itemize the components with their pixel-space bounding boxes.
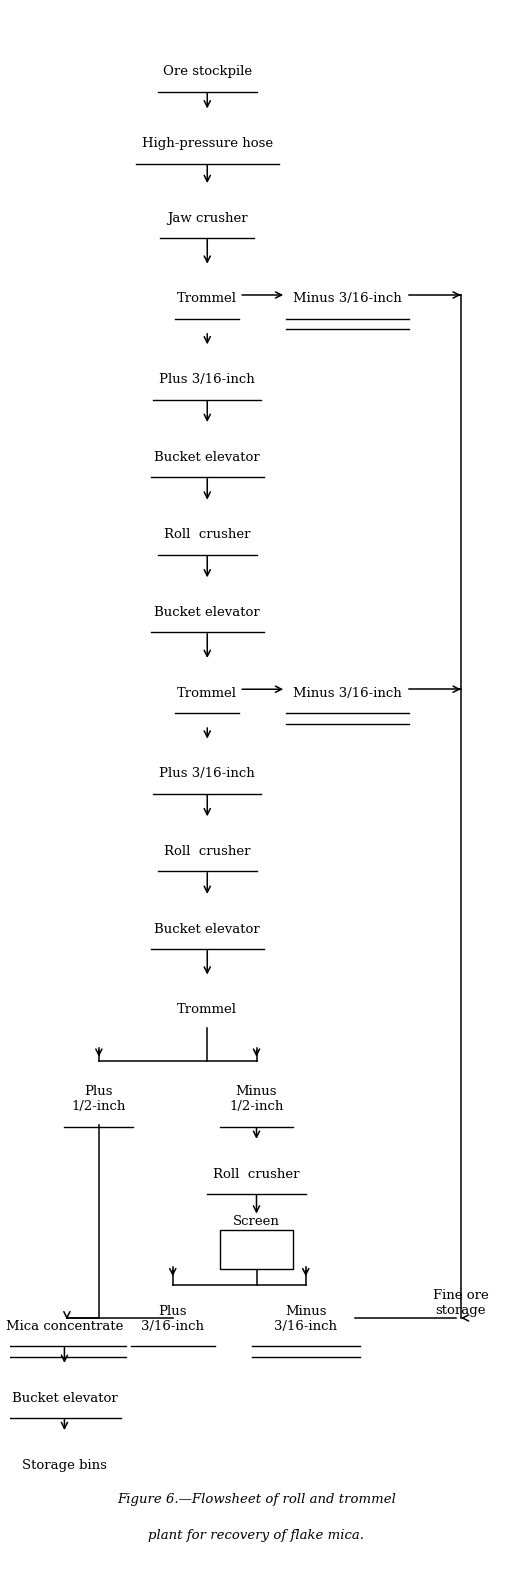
FancyBboxPatch shape bbox=[220, 1229, 293, 1269]
Text: Plus 3/16-inch: Plus 3/16-inch bbox=[160, 373, 255, 387]
Text: Jaw crusher: Jaw crusher bbox=[167, 212, 248, 225]
Text: Roll  crusher: Roll crusher bbox=[213, 1168, 300, 1181]
Text: Ore stockpile: Ore stockpile bbox=[163, 66, 252, 79]
Text: Bucket elevator: Bucket elevator bbox=[154, 923, 260, 935]
Text: Figure 6.—Flowsheet of roll and trommel: Figure 6.—Flowsheet of roll and trommel bbox=[117, 1493, 396, 1506]
Text: Fine ore
storage: Fine ore storage bbox=[433, 1289, 489, 1317]
Text: Storage bins: Storage bins bbox=[22, 1459, 107, 1471]
Text: Plus
1/2-inch: Plus 1/2-inch bbox=[72, 1085, 126, 1113]
Text: Plus
3/16-inch: Plus 3/16-inch bbox=[141, 1305, 204, 1333]
Text: Minus 3/16-inch: Minus 3/16-inch bbox=[293, 292, 402, 305]
Text: Roll  crusher: Roll crusher bbox=[164, 528, 250, 541]
Text: Minus
3/16-inch: Minus 3/16-inch bbox=[274, 1305, 337, 1333]
Text: Trommel: Trommel bbox=[177, 292, 237, 305]
Text: Minus 3/16-inch: Minus 3/16-inch bbox=[293, 687, 402, 700]
Text: Bucket elevator: Bucket elevator bbox=[154, 607, 260, 619]
Text: Minus
1/2-inch: Minus 1/2-inch bbox=[229, 1085, 284, 1113]
Text: Trommel: Trommel bbox=[177, 687, 237, 700]
Text: plant for recovery of flake mica.: plant for recovery of flake mica. bbox=[148, 1530, 365, 1542]
Text: Mica concentrate: Mica concentrate bbox=[6, 1320, 123, 1333]
Text: Screen: Screen bbox=[233, 1215, 280, 1228]
Text: Bucket elevator: Bucket elevator bbox=[12, 1391, 117, 1405]
Text: Trommel: Trommel bbox=[177, 1003, 237, 1016]
Text: Bucket elevator: Bucket elevator bbox=[154, 451, 260, 464]
Text: Roll  crusher: Roll crusher bbox=[164, 846, 250, 858]
Text: High-pressure hose: High-pressure hose bbox=[142, 137, 273, 149]
Text: Plus 3/16-inch: Plus 3/16-inch bbox=[160, 767, 255, 780]
